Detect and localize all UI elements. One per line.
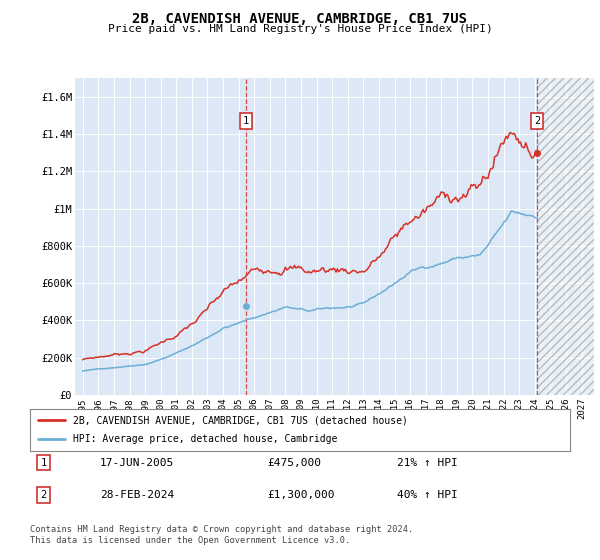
Text: Price paid vs. HM Land Registry's House Price Index (HPI): Price paid vs. HM Land Registry's House … xyxy=(107,24,493,34)
Text: 40% ↑ HPI: 40% ↑ HPI xyxy=(397,490,458,500)
Text: 1: 1 xyxy=(242,116,249,126)
Text: HPI: Average price, detached house, Cambridge: HPI: Average price, detached house, Camb… xyxy=(73,435,338,445)
Text: Contains HM Land Registry data © Crown copyright and database right 2024.
This d: Contains HM Land Registry data © Crown c… xyxy=(30,525,413,545)
Text: £475,000: £475,000 xyxy=(268,458,322,468)
Text: 28-FEB-2024: 28-FEB-2024 xyxy=(100,490,175,500)
Text: 2: 2 xyxy=(534,116,541,126)
Text: £1,300,000: £1,300,000 xyxy=(268,490,335,500)
Bar xyxy=(538,78,594,395)
Bar xyxy=(538,78,594,395)
Text: 2B, CAVENDISH AVENUE, CAMBRIDGE, CB1 7US (detached house): 2B, CAVENDISH AVENUE, CAMBRIDGE, CB1 7US… xyxy=(73,415,408,425)
Text: 17-JUN-2005: 17-JUN-2005 xyxy=(100,458,175,468)
Text: 1: 1 xyxy=(40,458,47,468)
Text: 2: 2 xyxy=(40,490,47,500)
Text: 21% ↑ HPI: 21% ↑ HPI xyxy=(397,458,458,468)
Text: 2B, CAVENDISH AVENUE, CAMBRIDGE, CB1 7US: 2B, CAVENDISH AVENUE, CAMBRIDGE, CB1 7US xyxy=(133,12,467,26)
